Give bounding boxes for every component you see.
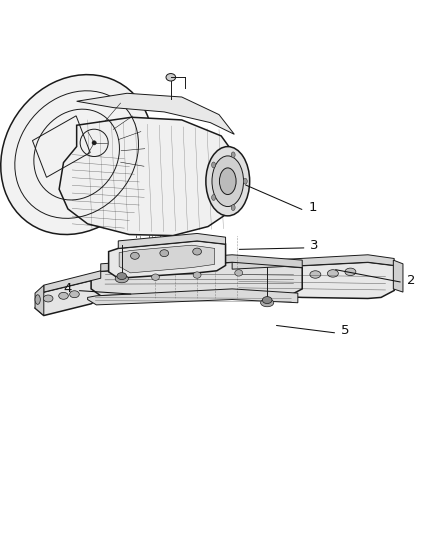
Polygon shape <box>118 233 226 248</box>
Polygon shape <box>119 245 215 273</box>
Polygon shape <box>35 278 101 316</box>
Ellipse shape <box>43 295 53 302</box>
Ellipse shape <box>261 298 274 306</box>
Ellipse shape <box>193 272 201 278</box>
Text: 2: 2 <box>406 274 415 287</box>
Ellipse shape <box>1 75 152 235</box>
Ellipse shape <box>212 162 215 168</box>
Ellipse shape <box>219 168 236 195</box>
Text: 3: 3 <box>310 239 319 252</box>
Ellipse shape <box>35 295 40 304</box>
Polygon shape <box>91 262 302 296</box>
Polygon shape <box>223 262 394 298</box>
Ellipse shape <box>206 147 250 216</box>
Ellipse shape <box>310 271 321 278</box>
Polygon shape <box>44 271 101 292</box>
Ellipse shape <box>345 268 356 276</box>
Ellipse shape <box>117 273 127 279</box>
Ellipse shape <box>235 270 243 276</box>
Text: 5: 5 <box>341 324 350 337</box>
Polygon shape <box>101 255 302 271</box>
Polygon shape <box>88 289 298 305</box>
Polygon shape <box>109 241 226 278</box>
Ellipse shape <box>70 291 79 297</box>
Ellipse shape <box>231 152 235 158</box>
Polygon shape <box>59 117 237 236</box>
Ellipse shape <box>92 141 96 145</box>
Ellipse shape <box>231 205 235 211</box>
Ellipse shape <box>212 156 244 207</box>
Ellipse shape <box>327 270 338 277</box>
Polygon shape <box>393 260 403 292</box>
Polygon shape <box>232 255 394 269</box>
Ellipse shape <box>193 248 201 255</box>
Ellipse shape <box>115 275 128 282</box>
Ellipse shape <box>262 296 272 303</box>
Ellipse shape <box>244 178 247 184</box>
Polygon shape <box>35 285 44 316</box>
Ellipse shape <box>131 253 139 260</box>
Ellipse shape <box>166 74 176 81</box>
Ellipse shape <box>152 274 159 280</box>
Ellipse shape <box>59 292 68 300</box>
Ellipse shape <box>160 249 169 256</box>
Text: 1: 1 <box>309 201 318 214</box>
Ellipse shape <box>212 195 215 200</box>
Polygon shape <box>77 93 234 134</box>
Text: 4: 4 <box>64 282 72 295</box>
